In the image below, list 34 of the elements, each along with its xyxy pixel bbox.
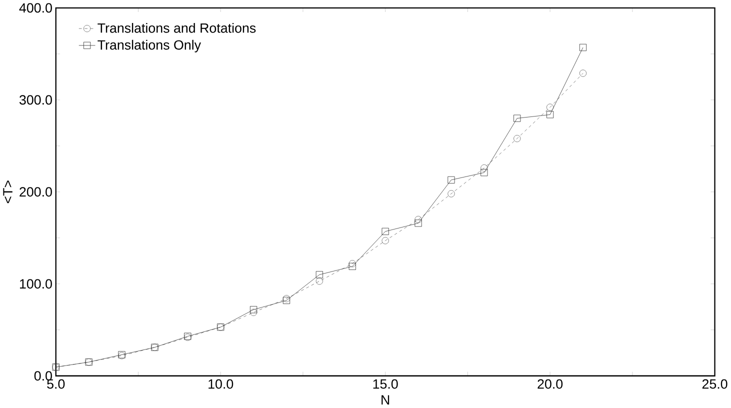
y-tick-label: 300.0	[19, 95, 52, 105]
point	[414, 220, 422, 227]
point	[546, 111, 554, 118]
x-tick-label: 25.0	[702, 379, 728, 389]
x-tick-label: 10.0	[208, 379, 234, 389]
y-tick-label: 100.0	[20, 279, 52, 289]
point	[579, 70, 587, 77]
point	[316, 278, 323, 285]
point	[250, 308, 258, 316]
point	[448, 176, 455, 184]
y-tick-label: 0.0	[34, 371, 52, 381]
legend-label: Translations Only	[98, 40, 201, 52]
point	[414, 216, 422, 224]
point	[382, 228, 389, 236]
point	[316, 271, 323, 278]
point	[514, 135, 521, 142]
point	[250, 306, 258, 314]
point	[514, 114, 521, 122]
point	[579, 44, 587, 52]
point	[480, 169, 488, 176]
point	[382, 237, 389, 244]
point	[480, 164, 488, 172]
legend-label: Translations and Rotations	[98, 23, 256, 33]
y-tick-label: 200.0	[20, 187, 52, 197]
x-axis-title: N	[382, 395, 390, 405]
y-tick-label: 400.0	[19, 3, 52, 13]
y-axis-title: <T>	[3, 180, 12, 204]
point	[546, 104, 554, 111]
x-tick-label: 20.0	[538, 379, 563, 389]
x-tick-label: 15.0	[373, 379, 398, 389]
point	[348, 260, 356, 268]
x-tick-label: 5.0	[47, 379, 65, 389]
point	[348, 263, 356, 270]
point	[448, 190, 455, 198]
